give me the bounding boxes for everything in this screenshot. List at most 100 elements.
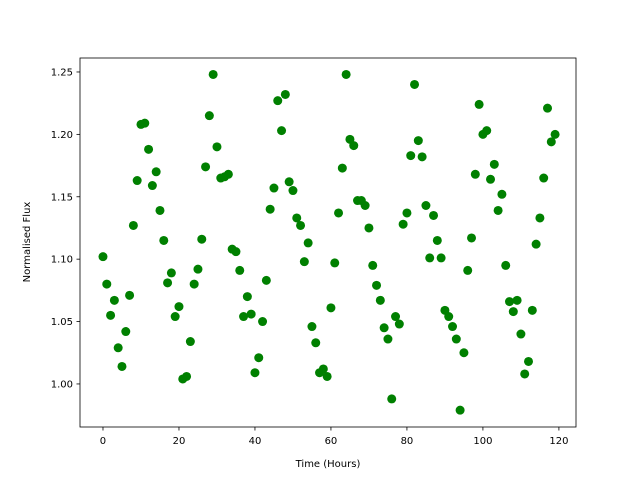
point <box>140 118 150 128</box>
point <box>516 329 526 339</box>
point <box>486 174 496 184</box>
point <box>531 239 541 249</box>
point <box>360 201 370 211</box>
x-axis-label: Time (Hours) <box>295 459 361 470</box>
point <box>421 201 431 211</box>
point <box>413 136 423 146</box>
point <box>98 252 108 262</box>
point <box>250 368 260 378</box>
point <box>337 163 347 173</box>
point <box>311 338 321 348</box>
point <box>402 208 412 218</box>
point <box>163 278 173 288</box>
point <box>394 319 404 329</box>
point <box>106 310 116 320</box>
point <box>535 213 545 223</box>
point <box>375 295 385 305</box>
point <box>128 220 138 230</box>
point <box>330 258 340 268</box>
point <box>410 79 420 89</box>
point <box>334 208 344 218</box>
x-tick-label: 40 <box>249 436 262 447</box>
point <box>132 176 142 186</box>
point <box>341 69 351 79</box>
point <box>159 235 169 245</box>
point <box>208 69 218 79</box>
point <box>508 307 518 317</box>
point <box>204 111 214 121</box>
x-tick-label: 0 <box>100 436 106 447</box>
point <box>406 151 416 161</box>
point <box>349 141 359 151</box>
y-tick-label: 1.10 <box>51 255 73 266</box>
point <box>125 290 135 300</box>
point <box>288 186 298 196</box>
x-tick-label: 80 <box>401 436 414 447</box>
point <box>463 265 473 275</box>
point <box>383 334 393 344</box>
point <box>489 159 499 169</box>
point <box>189 279 199 289</box>
point <box>166 268 176 278</box>
point <box>436 253 446 263</box>
point <box>109 295 119 305</box>
y-tick-label: 1.00 <box>51 379 73 390</box>
x-tick-label: 60 <box>325 436 338 447</box>
x-tick-label: 100 <box>473 436 492 447</box>
point <box>497 189 507 199</box>
point <box>185 337 195 347</box>
point <box>239 312 249 322</box>
point <box>296 220 306 230</box>
point <box>303 238 313 248</box>
x-tick-label: 120 <box>549 436 568 447</box>
y-axis-label: Normalised Flux <box>22 202 33 283</box>
point <box>391 312 401 322</box>
point <box>539 173 549 183</box>
point <box>174 302 184 312</box>
y-tick-label: 1.05 <box>51 317 73 328</box>
y-tick-label: 1.15 <box>51 192 73 203</box>
point <box>322 371 332 381</box>
point <box>429 210 439 220</box>
point <box>493 205 503 215</box>
point <box>242 292 252 302</box>
point <box>261 275 271 285</box>
point <box>417 152 427 162</box>
point <box>546 137 556 147</box>
point <box>144 144 154 154</box>
point <box>254 353 264 363</box>
point <box>269 183 279 193</box>
point <box>520 369 530 379</box>
point <box>258 317 268 327</box>
point <box>299 257 309 267</box>
point <box>197 234 207 244</box>
point <box>512 295 522 305</box>
point <box>474 99 484 109</box>
point <box>524 356 534 366</box>
point <box>151 167 161 177</box>
point <box>292 213 302 223</box>
x-tick-label: 20 <box>173 436 186 447</box>
point <box>113 343 123 353</box>
point <box>223 169 233 179</box>
point <box>117 361 127 371</box>
point <box>265 204 275 214</box>
point <box>155 205 165 215</box>
point <box>432 235 442 245</box>
point <box>451 334 461 344</box>
point <box>170 312 180 322</box>
point <box>147 181 157 191</box>
point <box>182 371 192 381</box>
point <box>550 129 560 139</box>
point <box>280 89 290 99</box>
point <box>459 348 469 358</box>
point <box>121 327 131 337</box>
point <box>467 233 477 243</box>
point <box>212 142 222 152</box>
point <box>102 279 112 289</box>
point <box>284 177 294 187</box>
point <box>307 322 317 332</box>
point <box>246 309 256 319</box>
point <box>277 126 287 136</box>
